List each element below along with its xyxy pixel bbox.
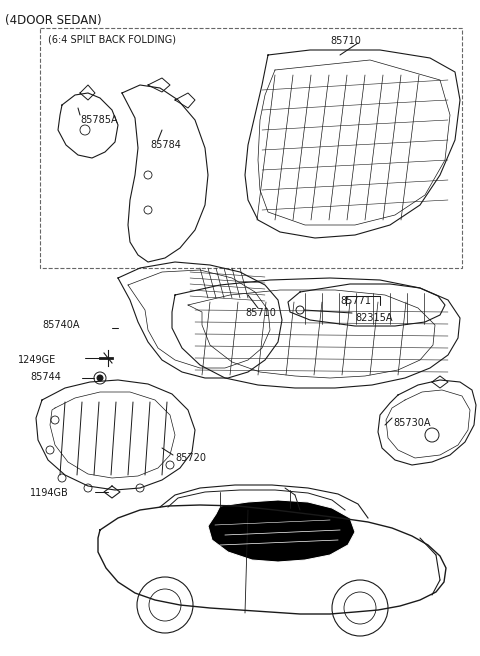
Polygon shape <box>208 500 355 562</box>
Text: 82315A: 82315A <box>355 313 393 323</box>
Bar <box>40 28 462 268</box>
Text: 85730A: 85730A <box>393 418 431 428</box>
Text: 85710: 85710 <box>330 36 361 46</box>
Text: 85771: 85771 <box>340 296 371 306</box>
Text: 85785A: 85785A <box>80 115 118 125</box>
Text: 85720: 85720 <box>175 453 206 463</box>
Text: 1249GE: 1249GE <box>18 355 56 365</box>
Text: 85784: 85784 <box>150 140 181 150</box>
Text: (6:4 SPILT BACK FOLDING): (6:4 SPILT BACK FOLDING) <box>48 34 176 44</box>
Text: 1194GB: 1194GB <box>30 488 69 498</box>
Text: 85744: 85744 <box>30 372 61 382</box>
Text: 85740A: 85740A <box>42 320 80 330</box>
Text: (4DOOR SEDAN): (4DOOR SEDAN) <box>5 14 102 27</box>
Text: 85710: 85710 <box>245 308 276 318</box>
Circle shape <box>97 375 103 381</box>
